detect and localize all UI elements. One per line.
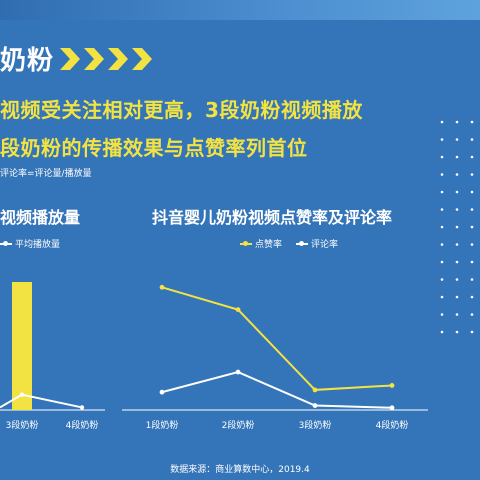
grid-dot (470, 330, 474, 334)
legend-label: 平均播放量 (15, 240, 61, 250)
charts-area: 3段奶粉 4段奶粉 1段奶粉 2段奶粉 3段奶粉 4段奶粉 (0, 282, 428, 431)
bar (12, 282, 32, 410)
formula-note: 评论率=评论量/播放量 (0, 169, 92, 179)
grid-dot (470, 138, 474, 141)
grid-dot (470, 243, 474, 246)
avg-plays-point (79, 405, 85, 410)
section-title: 奶粉 (0, 46, 55, 76)
chevron-arrows-icon (60, 48, 152, 70)
grid-dot (470, 155, 474, 159)
series-point (312, 387, 318, 393)
x-tick-label: 4段奶粉 (66, 419, 99, 431)
series-point (235, 369, 241, 375)
grid-dot (470, 295, 474, 299)
grid-dot (440, 120, 444, 124)
grid-dot (440, 138, 444, 141)
top-banner (0, 0, 480, 20)
right-chart-title: 抖音婴儿奶粉视频点赞率及评论率 (152, 208, 393, 227)
legend-swatch (240, 240, 252, 246)
left-chart-title: 视频播放量 (0, 208, 81, 227)
x-tick-label: 1段奶粉 (146, 419, 179, 431)
x-tick-label: 2段奶粉 (222, 419, 255, 431)
grid-dot (470, 208, 474, 211)
legend-swatch (0, 240, 12, 246)
series-point (312, 403, 318, 408)
grid-dot (455, 260, 459, 264)
grid-dot (455, 190, 459, 194)
grid-dot (440, 260, 444, 264)
grid-dot (440, 190, 444, 194)
legend-label: 评论率 (311, 240, 339, 250)
grid-dot (455, 278, 459, 281)
grid-dot (440, 173, 444, 176)
grid-dot (470, 173, 474, 176)
grid-dot (470, 278, 474, 281)
grid-dot (455, 225, 459, 229)
grid-dot (440, 295, 444, 299)
grid-dot (470, 260, 474, 264)
avg-plays-point (19, 392, 25, 397)
grid-dot (455, 138, 459, 141)
grid-dot (440, 225, 444, 229)
grid-dot (455, 243, 459, 246)
series-point (235, 307, 241, 313)
series-point (159, 389, 165, 395)
grid-dot (455, 208, 459, 211)
series-point (389, 405, 395, 411)
series-line (161, 286, 393, 391)
grid-dot (455, 120, 459, 124)
data-source: 数据来源：商业算数中心，2019.4 (170, 465, 310, 475)
headline-line-1: 视频受关注相对更高，3段奶粉视频播放 (0, 98, 363, 122)
x-tick-label: 3段奶粉 (299, 419, 332, 431)
x-tick-label: 4段奶粉 (376, 419, 409, 431)
series-point (159, 284, 165, 290)
grid-dot (455, 295, 459, 299)
legend-item-comment-rate: 评论率 (296, 237, 338, 250)
grid-dot (455, 313, 459, 316)
grid-dot (440, 313, 444, 316)
legend-item-avg-plays: 平均播放量 (0, 237, 60, 250)
grid-dot (440, 243, 444, 246)
x-tick-label: 3段奶粉 (6, 419, 39, 431)
dot-grid-decoration (440, 120, 474, 334)
grid-dot (455, 330, 459, 334)
legend-item-like-rate: 点赞率 (240, 237, 282, 250)
grid-dot (470, 313, 474, 316)
headline-line-2: 段奶粉的传播效果与点赞率列首位 (0, 136, 308, 160)
grid-dot (470, 120, 474, 124)
grid-dot (440, 208, 444, 211)
grid-dot (470, 225, 474, 229)
grid-dot (455, 173, 459, 176)
series-line (161, 371, 393, 409)
legend-label: 点赞率 (255, 240, 283, 250)
grid-dot (470, 190, 474, 194)
grid-dot (440, 155, 444, 159)
grid-dot (440, 330, 444, 334)
grid-dot (455, 155, 459, 159)
legend-swatch (296, 240, 308, 246)
series-point (389, 383, 395, 388)
grid-dot (440, 278, 444, 281)
